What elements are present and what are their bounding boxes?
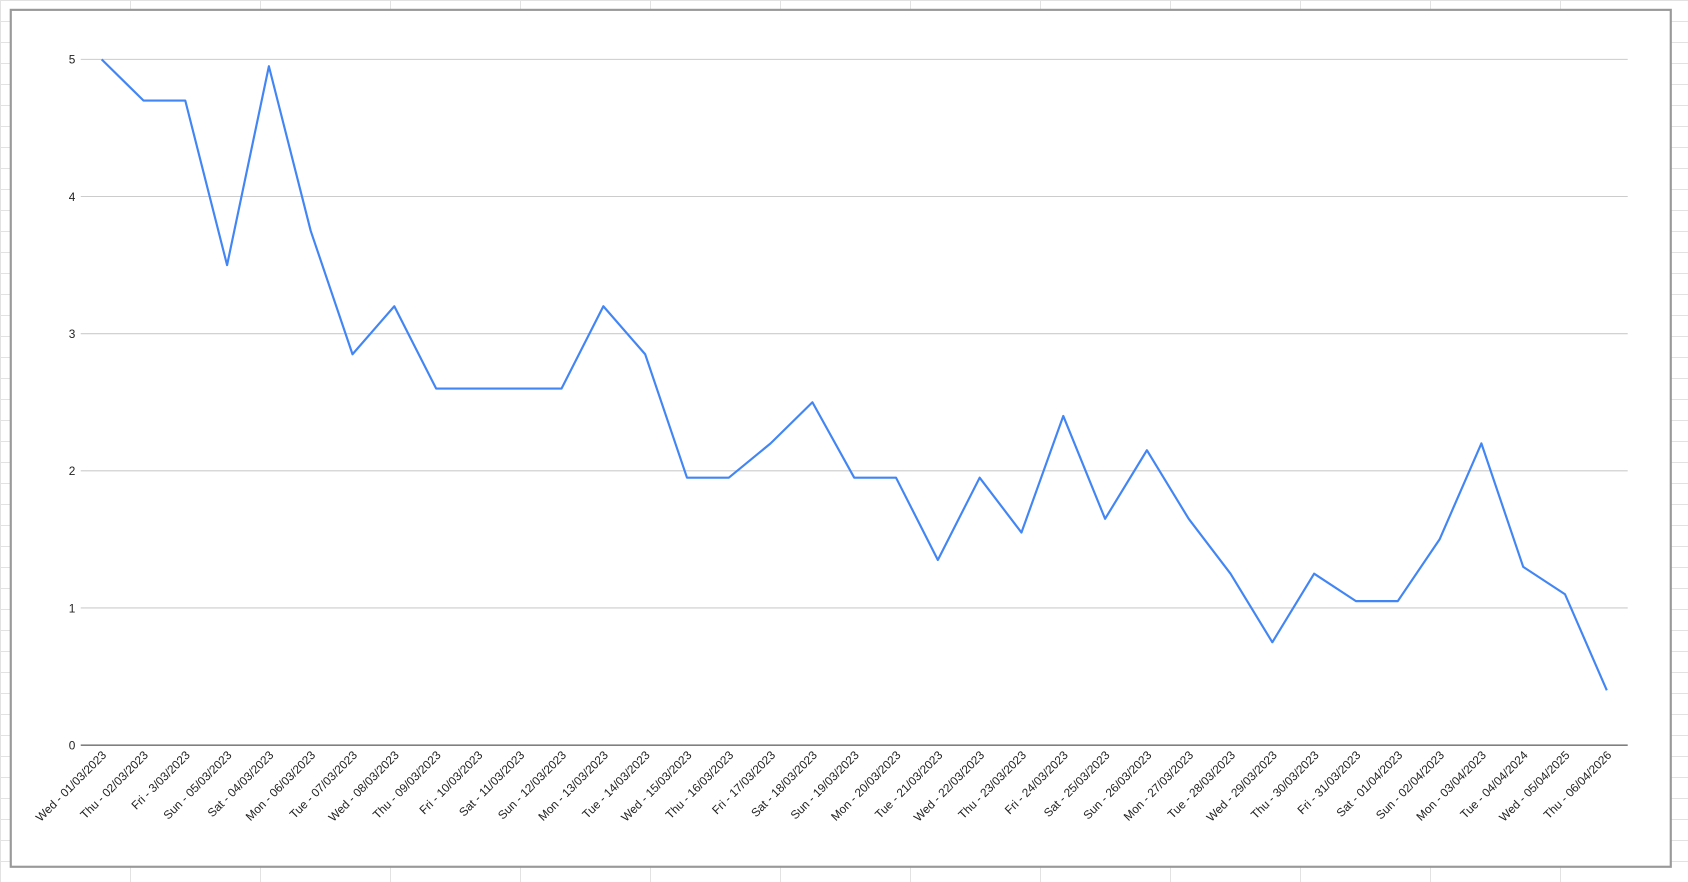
y-tick-label: 5: [69, 53, 76, 67]
y-tick-label: 3: [69, 327, 76, 341]
data-line: [100, 58, 1608, 691]
y-tick-label: 4: [69, 190, 76, 204]
y-tick-label: 2: [69, 464, 76, 478]
y-tick-label: 0: [69, 738, 76, 752]
chart-frame: [9, 8, 1672, 868]
y-tick-label: 1: [69, 601, 76, 615]
